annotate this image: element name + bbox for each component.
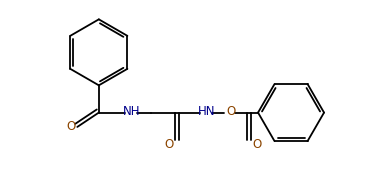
Text: O: O [67, 120, 75, 133]
Text: O: O [226, 105, 235, 118]
Text: O: O [164, 138, 174, 151]
Text: O: O [253, 138, 262, 151]
Text: NH: NH [123, 105, 140, 118]
Text: HN: HN [198, 105, 215, 118]
